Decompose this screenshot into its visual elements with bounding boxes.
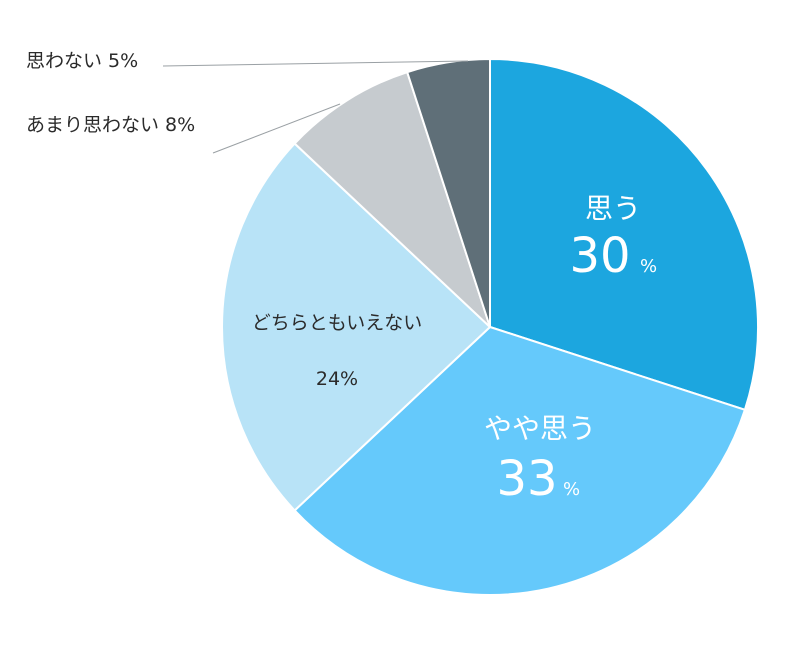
label-not-think: 思わない 5% <box>26 50 138 72</box>
leader-line-not-really-think <box>212 103 341 154</box>
label-somewhat-think-percent: 33 <box>496 451 557 507</box>
label-think-category: 思う <box>585 192 641 225</box>
slice-not-really-think <box>293 70 491 328</box>
slice-not-think <box>405 57 491 328</box>
label-not-really-think: あまり思わない 8% <box>26 114 195 136</box>
label-think-percent: 30 <box>569 228 630 284</box>
label-think-percent-sign: % <box>640 256 657 277</box>
label-somewhat-think-category: やや思う <box>484 412 596 445</box>
slice-somewhat-think <box>293 325 747 596</box>
pie-slices <box>221 57 759 596</box>
label-neutral-percent: 24% <box>316 368 358 390</box>
label-neutral-category: どちらともいえない <box>252 312 423 334</box>
leader-line-not-think <box>162 60 469 67</box>
label-somewhat-think-percent-sign: % <box>563 479 580 500</box>
slice-neutral <box>221 142 492 512</box>
slice-think <box>489 57 759 412</box>
